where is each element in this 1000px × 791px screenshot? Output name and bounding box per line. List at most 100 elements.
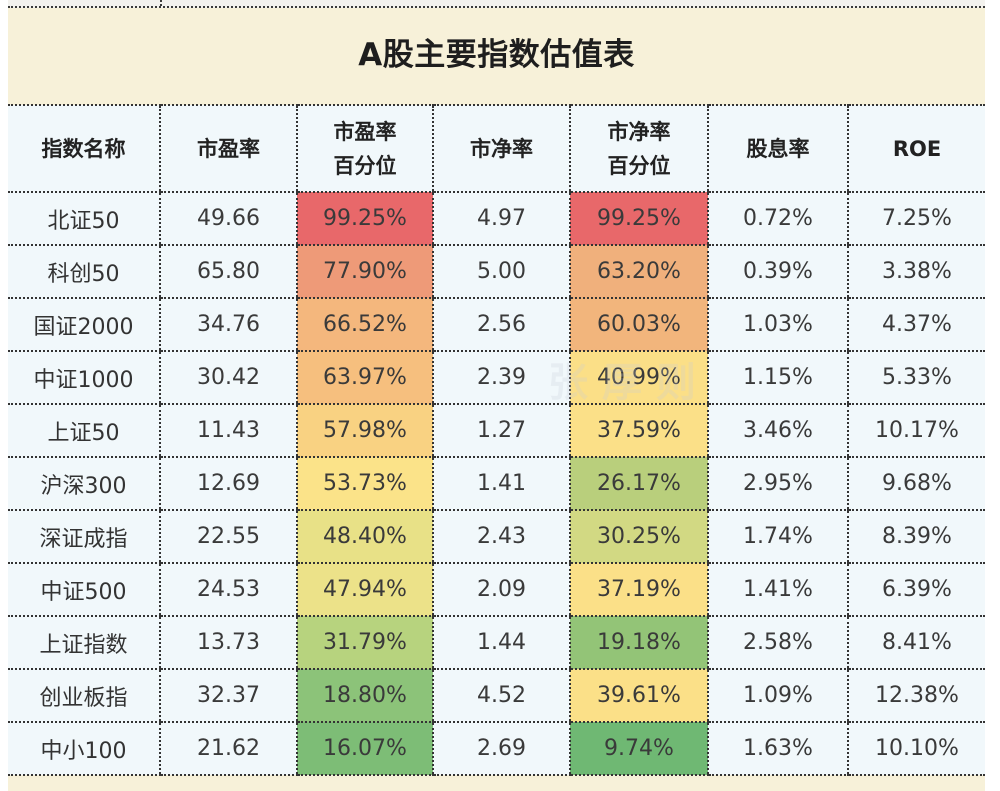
- cell-pe_pct: 57.98%: [296, 403, 433, 458]
- cell-pe_pct: 77.90%: [296, 244, 433, 299]
- cell-dy: 2.95%: [707, 456, 848, 511]
- cell-name: 创业板指: [8, 668, 160, 723]
- cell-roe: 5.33%: [847, 350, 985, 405]
- column-header-label: 市盈率: [197, 136, 260, 161]
- table-row: 深证成指 22.55 48.40% 2.43 30.25% 1.74% 8.39%: [8, 509, 985, 564]
- cell-name: 上证指数: [8, 615, 160, 670]
- cell-pb_pct: 9.74%: [569, 721, 708, 776]
- column-header-roe: ROE: [847, 104, 985, 193]
- cell-name: 北证50: [8, 191, 160, 246]
- cell-dy: 1.74%: [707, 509, 848, 564]
- cell-pb: 2.43: [432, 509, 570, 564]
- cell-dy: 1.15%: [707, 350, 848, 405]
- cell-pb: 2.56: [432, 297, 570, 352]
- cell-pb_pct: 39.61%: [569, 668, 708, 723]
- column-header-dy: 股息率: [707, 104, 848, 193]
- column-header-pe_pct: 市盈率 百分位: [296, 104, 433, 193]
- cell-pe_pct: 66.52%: [296, 297, 433, 352]
- column-header-label: 市盈率: [333, 119, 397, 144]
- cell-roe: 4.37%: [847, 297, 985, 352]
- table-row: 中证1000 30.42 63.97% 2.39 40.99% 1.15% 5.33%: [8, 350, 985, 405]
- column-header-pb_pct: 市净率 百分位: [569, 104, 708, 193]
- cell-name: 沪深300: [8, 456, 160, 511]
- cell-name: 中证1000: [8, 350, 160, 405]
- cell-pe: 32.37: [159, 668, 297, 723]
- cell-pb_pct: 60.03%: [569, 297, 708, 352]
- cell-name: 上证50: [8, 403, 160, 458]
- column-header-label: 市净率: [607, 119, 671, 144]
- cell-roe: 9.68%: [847, 456, 985, 511]
- cell-dy: 0.39%: [707, 244, 848, 299]
- cell-pe: 12.69: [159, 456, 297, 511]
- column-header-label: ROE: [892, 136, 942, 161]
- valuation-table: 指数名称 市盈率 市盈率 百分位 市净率 市净率 百分位 股息率 ROE 北证50 49.66 99…: [8, 104, 985, 776]
- cell-pe_pct: 48.40%: [296, 509, 433, 564]
- cell-pb_pct: 30.25%: [569, 509, 708, 564]
- divider: [160, 0, 162, 6]
- cell-pb_pct: 99.25%: [569, 191, 708, 246]
- cell-pb: 4.97: [432, 191, 570, 246]
- cell-pb_pct: 26.17%: [569, 456, 708, 511]
- top-strip: [8, 0, 985, 8]
- cell-roe: 6.39%: [847, 562, 985, 617]
- cell-roe: 8.39%: [847, 509, 985, 564]
- cell-dy: 2.58%: [707, 615, 848, 670]
- column-header-pb: 市净率: [432, 104, 570, 193]
- cell-dy: 1.41%: [707, 562, 848, 617]
- cell-pb: 4.52: [432, 668, 570, 723]
- valuation-page: A股主要指数估值表 指数名称 市盈率 市盈率 百分位 市净率 市净率 百分位 股息率 ROE 北…: [8, 0, 985, 791]
- cell-pb_pct: 63.20%: [569, 244, 708, 299]
- table-row: 科创50 65.80 77.90% 5.00 63.20% 0.39% 3.38%: [8, 244, 985, 299]
- cell-pe_pct: 31.79%: [296, 615, 433, 670]
- cell-name: 深证成指: [8, 509, 160, 564]
- cell-pb_pct: 37.59%: [569, 403, 708, 458]
- table-row: 北证50 49.66 99.25% 4.97 99.25% 0.72% 7.25%: [8, 191, 985, 246]
- table-row: 上证50 11.43 57.98% 1.27 37.59% 3.46% 10.17%: [8, 403, 985, 458]
- bottom-strip: [8, 778, 985, 791]
- cell-pb: 1.44: [432, 615, 570, 670]
- table-row: 创业板指 32.37 18.80% 4.52 39.61% 1.09% 12.38%: [8, 668, 985, 723]
- table-row: 中证500 24.53 47.94% 2.09 37.19% 1.41% 6.39%: [8, 562, 985, 617]
- column-header-label: 股息率: [746, 136, 810, 161]
- cell-dy: 0.72%: [707, 191, 848, 246]
- table-row: 国证2000 34.76 66.52% 2.56 60.03% 1.03% 4.37%: [8, 297, 985, 352]
- cell-pe: 21.62: [159, 721, 297, 776]
- cell-roe: 10.10%: [847, 721, 985, 776]
- cell-pe: 24.53: [159, 562, 297, 617]
- cell-pb_pct: 19.18%: [569, 615, 708, 670]
- cell-pe: 34.76: [159, 297, 297, 352]
- cell-roe: 10.17%: [847, 403, 985, 458]
- cell-name: 中小100: [8, 721, 160, 776]
- column-header-label: 百分位: [607, 153, 671, 178]
- cell-pe_pct: 63.97%: [296, 350, 433, 405]
- cell-name: 中证500: [8, 562, 160, 617]
- cell-dy: 1.63%: [707, 721, 848, 776]
- cell-pe: 65.80: [159, 244, 297, 299]
- table-row: 上证指数 13.73 31.79% 1.44 19.18% 2.58% 8.41%: [8, 615, 985, 670]
- cell-pe: 49.66: [159, 191, 297, 246]
- cell-pe_pct: 16.07%: [296, 721, 433, 776]
- cell-dy: 1.09%: [707, 668, 848, 723]
- cell-pb_pct: 37.19%: [569, 562, 708, 617]
- cell-dy: 3.46%: [707, 403, 848, 458]
- cell-roe: 3.38%: [847, 244, 985, 299]
- cell-pb: 2.39: [432, 350, 570, 405]
- cell-name: 科创50: [8, 244, 160, 299]
- page-title: A股主要指数估值表: [358, 36, 635, 73]
- cell-pe_pct: 53.73%: [296, 456, 433, 511]
- column-header-label: 市净率: [470, 136, 533, 161]
- cell-pb_pct: 40.99%: [569, 350, 708, 405]
- cell-roe: 8.41%: [847, 615, 985, 670]
- column-header-pe: 市盈率: [159, 104, 297, 193]
- cell-pb: 2.09: [432, 562, 570, 617]
- cell-pb: 2.69: [432, 721, 570, 776]
- cell-pe: 22.55: [159, 509, 297, 564]
- column-header-name: 指数名称: [8, 104, 160, 193]
- column-header-label: 百分位: [333, 153, 397, 178]
- cell-roe: 12.38%: [847, 668, 985, 723]
- cell-pe: 11.43: [159, 403, 297, 458]
- cell-pe_pct: 18.80%: [296, 668, 433, 723]
- cell-pe_pct: 47.94%: [296, 562, 433, 617]
- cell-pe: 13.73: [159, 615, 297, 670]
- cell-dy: 1.03%: [707, 297, 848, 352]
